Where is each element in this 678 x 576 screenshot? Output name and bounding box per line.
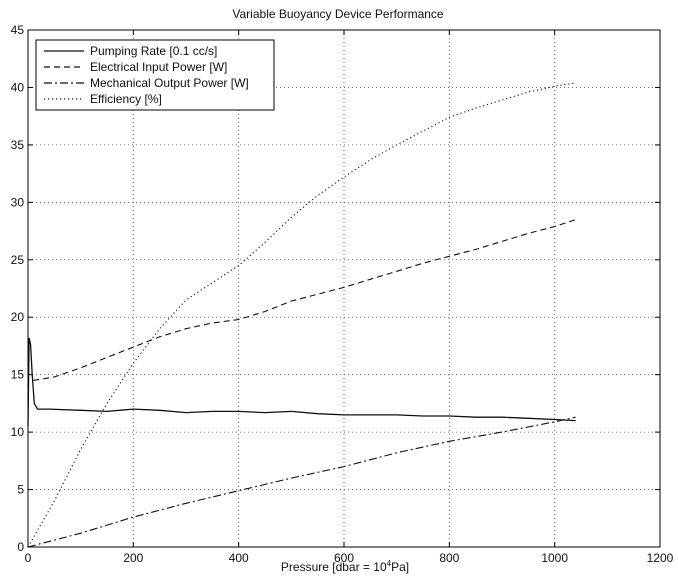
x-tick-label: 200 [123, 551, 143, 565]
tick-marks [27, 29, 661, 548]
y-tick-labels: 0 5 10 15 20 25 30 35 40 45 [11, 23, 25, 554]
grid [28, 30, 660, 547]
x-tick-label: 1200 [647, 551, 674, 565]
x-axis-label-superscript: 4 [387, 559, 392, 568]
y-tick-label: 45 [11, 23, 25, 37]
legend-label-electrical-input-power-w: Electrical Input Power [W] [90, 60, 227, 74]
y-tick-label: 0 [17, 540, 24, 554]
x-axis-label-tail: Pa] [391, 560, 409, 574]
x-tick-label: 600 [334, 551, 354, 565]
series-line-electrical-input-power-w [33, 219, 576, 381]
series-line-mechanical-output-power-w [27, 416, 576, 548]
series-line-pumping-rate-0-1-cc-s [27, 337, 576, 427]
legend-box [35, 39, 275, 111]
x-tick-label: 400 [229, 551, 249, 565]
x-tick-labels: 0 200 400 600 800 1000 1200 [25, 551, 674, 565]
legend-label-efficiency: Efficiency [%] [90, 92, 162, 106]
x-axis-label-main: Pressure [dbar = 10 [281, 560, 387, 574]
legend: Pumping Rate [0.1 cc/s] Electrical Input … [35, 39, 275, 111]
y-tick-label: 30 [11, 195, 25, 209]
chart-title: Variable Buoyancy Device Performance [232, 7, 444, 21]
y-tick-label: 5 [17, 483, 24, 497]
y-tick-label: 40 [11, 80, 25, 94]
y-tick-label: 10 [11, 425, 25, 439]
x-tick-label: 0 [25, 551, 32, 565]
legend-label-pumping-rate-0-1-cc-s: Pumping Rate [0.1 cc/s] [90, 44, 217, 58]
y-tick-label: 20 [11, 310, 25, 324]
y-tick-label: 25 [11, 253, 25, 267]
y-tick-label: 15 [11, 368, 25, 382]
x-tick-label: 800 [439, 551, 459, 565]
x-axis-label: Pressure [dbar = 104Pa] [281, 559, 409, 574]
series-layer [27, 82, 576, 548]
x-tick-label: 1000 [541, 551, 568, 565]
y-tick-label: 35 [11, 138, 25, 152]
legend-label-mechanical-output-power-w: Mechanical Output Power [W] [90, 76, 249, 90]
